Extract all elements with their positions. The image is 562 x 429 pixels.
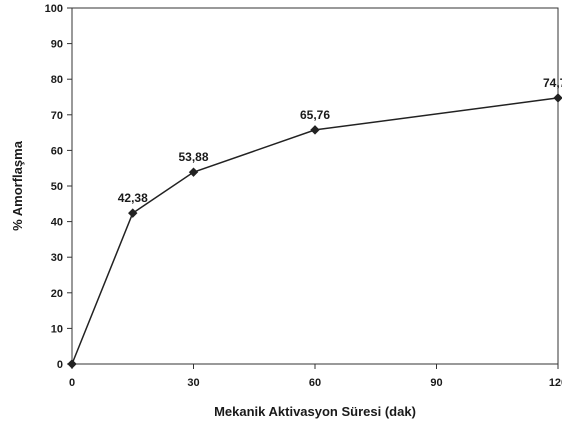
series-layer	[67, 93, 562, 369]
data-labels: 42,38 53,88 65,76 74,74	[118, 76, 562, 205]
y-tick-label: 100	[45, 3, 63, 15]
data-point	[128, 208, 138, 218]
y-tick-label: 10	[51, 323, 63, 335]
data-label: 42,38	[118, 191, 148, 205]
y-tick-label: 30	[51, 252, 63, 264]
y-tick-label: 60	[51, 145, 63, 157]
y-tick-label: 70	[51, 110, 63, 122]
y-tick-label: 90	[51, 39, 63, 51]
x-tick-label: 0	[69, 377, 75, 389]
data-point	[67, 359, 77, 369]
y-tick-label: 20	[51, 288, 63, 300]
series-line	[71, 97, 559, 365]
data-label: 53,88	[178, 150, 208, 164]
plot-area-frame	[71, 7, 559, 365]
y-tick-label: 80	[51, 74, 63, 86]
x-tick-label: 30	[187, 377, 199, 389]
x-tick-label: 60	[309, 377, 321, 389]
data-point	[310, 125, 320, 135]
y-axis: 0 10 20 30 40 50 60 70 80 90 100	[45, 3, 72, 371]
data-label: 65,76	[300, 108, 330, 122]
data-point	[188, 167, 199, 177]
x-tick-label: 120	[549, 377, 562, 389]
data-point	[553, 93, 562, 103]
y-axis-title: % Amorflaşma	[10, 140, 25, 231]
x-tick-label: 90	[430, 377, 442, 389]
y-tick-label: 40	[51, 217, 63, 229]
x-axis-title: Mekanik Aktivasyon Süresi (dak)	[214, 404, 416, 419]
y-tick-label: 0	[57, 359, 63, 371]
y-tick-label: 50	[51, 181, 63, 193]
data-label: 74,74	[543, 76, 562, 90]
x-axis: 0 30 60 90 120	[69, 364, 562, 389]
